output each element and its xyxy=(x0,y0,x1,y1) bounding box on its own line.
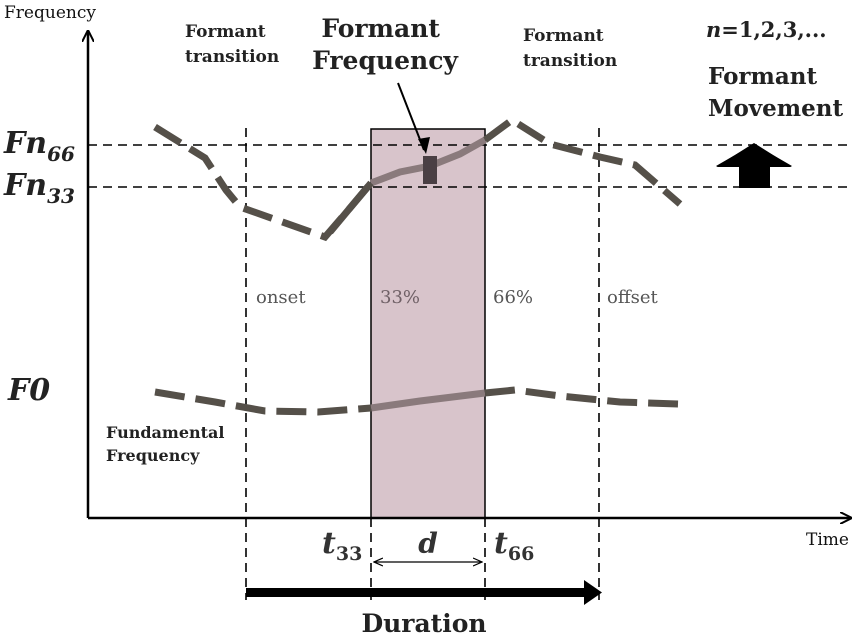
duration-label: Duration xyxy=(361,609,486,638)
fn33-main: Fn xyxy=(3,168,47,203)
up-arrow-head xyxy=(716,143,792,167)
formant-frequency-line2: Frequency xyxy=(312,46,459,75)
formant-transition-left-line1: Formant xyxy=(185,22,266,42)
onset-label: onset xyxy=(256,287,306,308)
t33-sub: 33 xyxy=(336,543,362,565)
fn66-sub: 66 xyxy=(47,142,75,166)
formant-frequency-marker xyxy=(423,156,437,184)
pointer-head xyxy=(418,137,430,154)
formant-movement-line1: Formant xyxy=(708,63,817,90)
y-axis-label: Frequency xyxy=(4,3,96,23)
right-arrow-icon xyxy=(584,580,602,605)
formant-transition-right: Formant transition xyxy=(523,26,617,71)
t33-main: t xyxy=(322,526,336,561)
f0-curve-measured xyxy=(370,389,486,412)
fn66-label: Fn66 xyxy=(3,126,75,166)
formant-movement-line2: Movement xyxy=(708,95,843,122)
formant-transition-left: Formant transition xyxy=(185,22,279,67)
f0-curve-left xyxy=(154,388,372,416)
formant-frequency-line1: Formant xyxy=(321,14,440,43)
fundamental-frequency-line1: Fundamental xyxy=(106,423,224,442)
f0-label: F0 xyxy=(7,373,50,408)
offset-label: offset xyxy=(607,287,659,308)
t33-label: t33 xyxy=(322,526,362,565)
x-axis-label: Time xyxy=(806,530,849,550)
fn66-main: Fn xyxy=(3,126,47,161)
n-list: =1,2,3,... xyxy=(721,17,826,42)
n-symbol: n xyxy=(706,17,721,42)
fundamental-frequency-label: Fundamental Frequency xyxy=(106,423,230,465)
d-label: d xyxy=(418,527,438,560)
n-values-label: n=1,2,3,... xyxy=(706,17,827,42)
formant-frequency-label: Formant Frequency xyxy=(312,14,459,75)
measurement-window xyxy=(370,128,486,519)
formant-transition-right-line2: transition xyxy=(523,51,617,71)
f0-curve-right xyxy=(484,386,679,408)
formant-transition-left-line2: transition xyxy=(185,47,279,67)
formant-transition-right-line1: Formant xyxy=(523,26,604,46)
t66-label: t66 xyxy=(494,526,534,565)
t66-sub: 66 xyxy=(508,543,534,565)
p33-label: 33% xyxy=(380,287,420,308)
fn33-sub: 33 xyxy=(47,184,75,208)
formant-movement-label: Formant Movement xyxy=(708,63,843,122)
duration-arrow-shaft xyxy=(246,588,586,597)
fn33-label: Fn33 xyxy=(3,168,75,208)
t66-main: t xyxy=(494,526,508,561)
formant-curve-rise xyxy=(327,180,374,235)
fundamental-frequency-line2: Frequency xyxy=(106,446,200,465)
p66-label: 66% xyxy=(493,287,533,308)
formant-curve-right xyxy=(482,115,683,207)
